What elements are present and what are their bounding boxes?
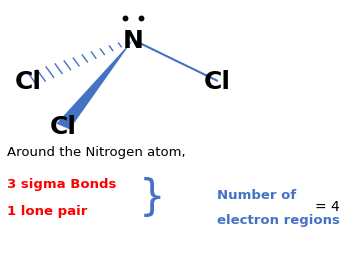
Text: 3 sigma Bonds: 3 sigma Bonds bbox=[7, 178, 116, 190]
Text: Around the Nitrogen atom,: Around the Nitrogen atom, bbox=[7, 146, 186, 159]
Text: electron regions: electron regions bbox=[217, 213, 340, 226]
Text: 1 lone pair: 1 lone pair bbox=[7, 204, 88, 217]
Text: N: N bbox=[122, 29, 144, 53]
Text: Cl: Cl bbox=[203, 69, 231, 93]
Polygon shape bbox=[56, 41, 133, 130]
Text: Cl: Cl bbox=[49, 115, 77, 139]
Text: Cl: Cl bbox=[14, 69, 42, 93]
Text: Number of: Number of bbox=[217, 188, 296, 201]
Text: }: } bbox=[138, 177, 165, 218]
Text: = 4: = 4 bbox=[315, 199, 340, 213]
